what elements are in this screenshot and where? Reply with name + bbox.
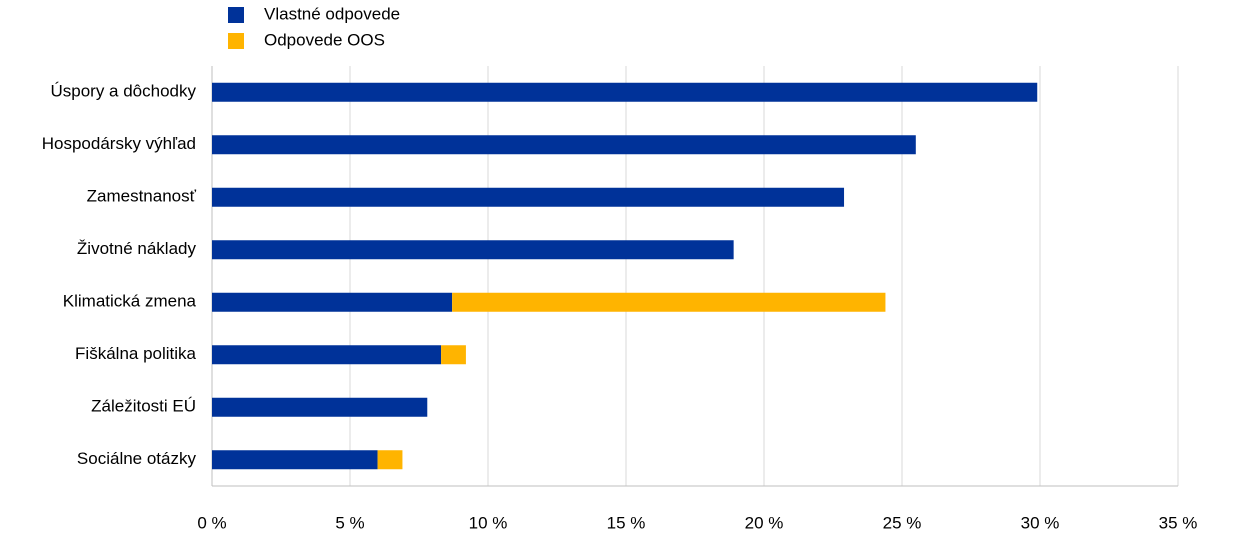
x-tick-label: 10 % [469, 513, 508, 532]
legend-swatch [228, 33, 244, 49]
y-tick-label: Klimatická zmena [63, 292, 197, 311]
x-tick-label: 30 % [1021, 513, 1060, 532]
bar [212, 292, 453, 312]
legend-swatch [228, 7, 244, 23]
bar [212, 135, 916, 155]
bar [441, 345, 466, 365]
y-tick-label: Úspory a dôchodky [50, 82, 196, 101]
bar [452, 292, 886, 312]
x-tick-label: 35 % [1159, 513, 1198, 532]
y-tick-label: Záležitosti EÚ [91, 397, 196, 416]
y-tick-label: Životné náklady [77, 239, 197, 258]
legend-label: Odpovede OOS [264, 30, 385, 49]
legend-label: Vlastné odpovede [264, 4, 400, 23]
bar [212, 345, 442, 365]
bar [212, 397, 428, 417]
x-tick-label: 5 % [335, 513, 364, 532]
bar [212, 450, 378, 470]
bar [212, 240, 734, 260]
y-tick-label: Zamestnanosť [87, 187, 197, 206]
y-tick-label: Sociálne otázky [77, 449, 197, 468]
x-tick-label: 20 % [745, 513, 784, 532]
y-tick-label: Fiškálna politika [75, 344, 196, 363]
x-tick-label: 15 % [607, 513, 646, 532]
x-tick-label: 0 % [197, 513, 226, 532]
x-tick-label: 25 % [883, 513, 922, 532]
bar [212, 82, 1038, 102]
bar [377, 450, 403, 470]
y-tick-label: Hospodársky výhľad [42, 134, 196, 153]
bar [212, 187, 845, 207]
